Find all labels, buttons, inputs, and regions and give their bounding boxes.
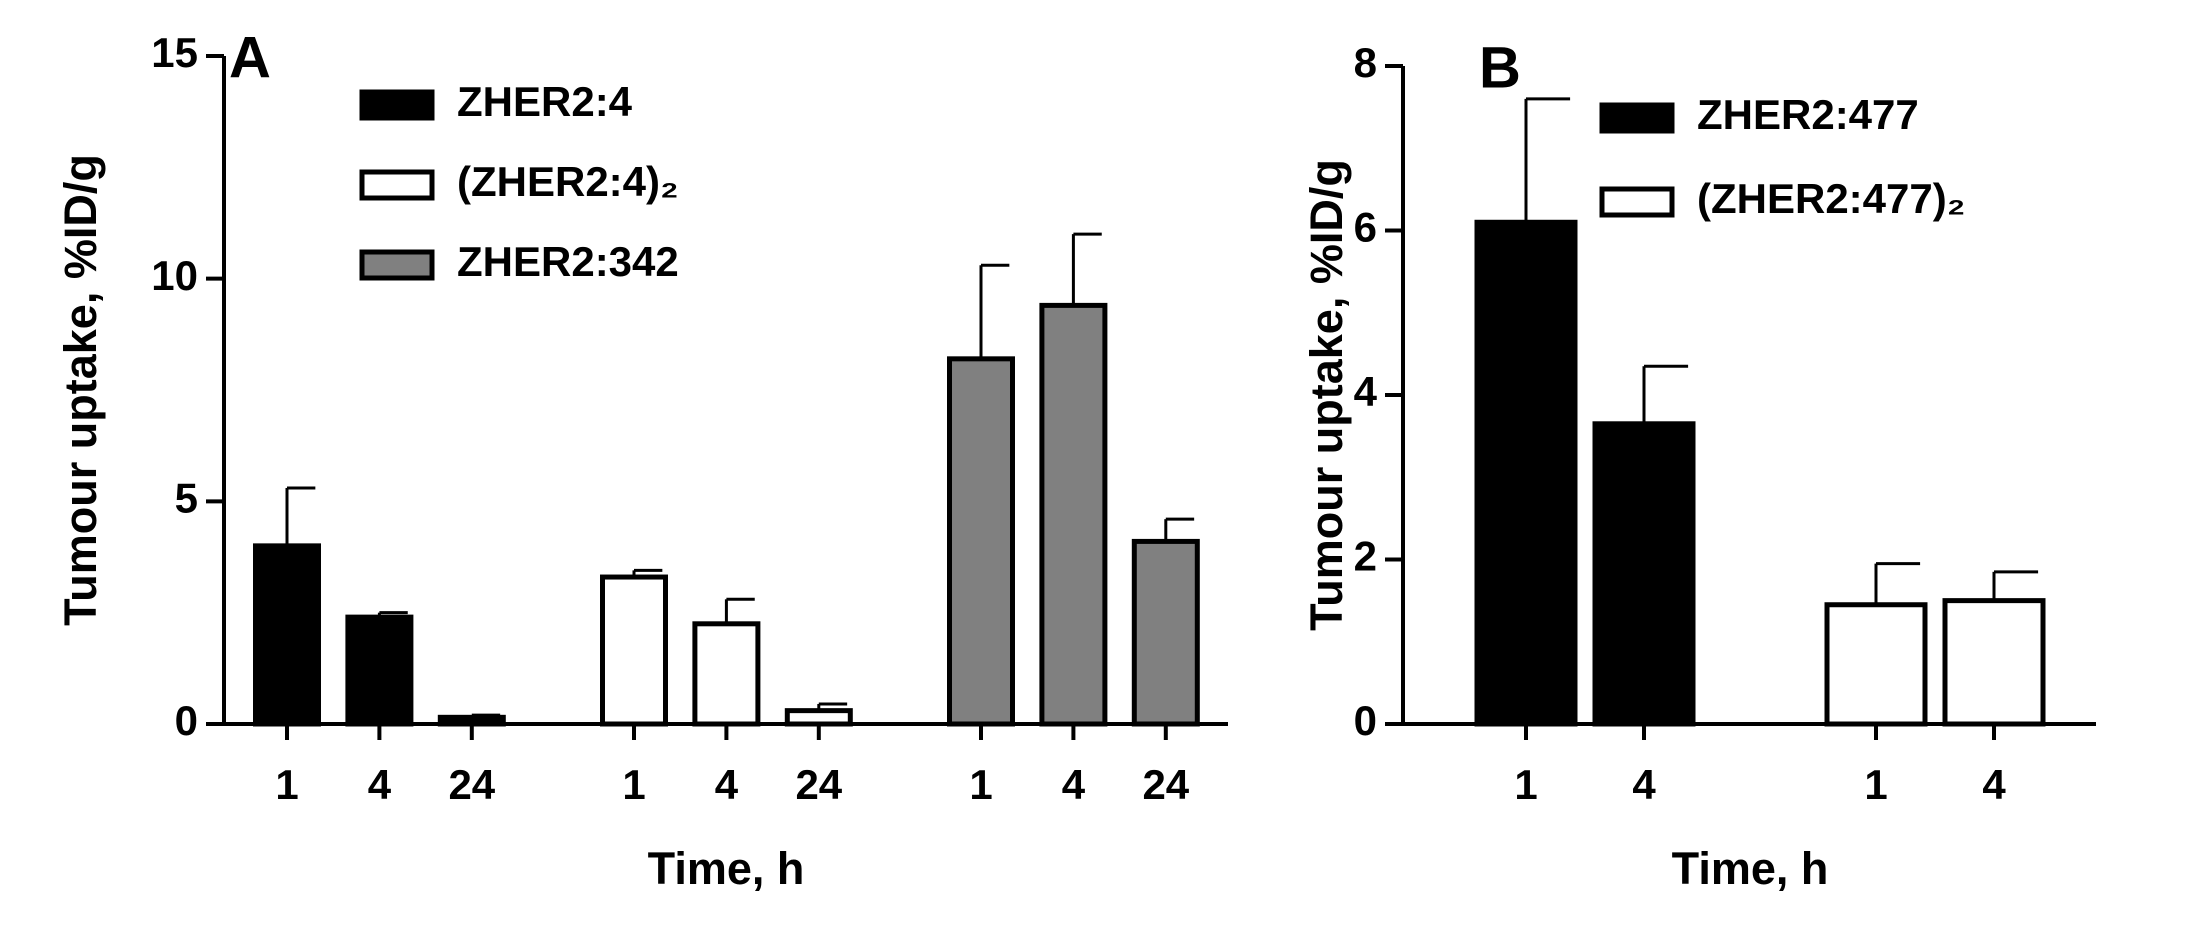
bar <box>692 621 761 727</box>
legend-label: ZHER2:342 <box>457 238 679 285</box>
y-tick-label: 0 <box>1354 697 1377 744</box>
legend-swatch <box>359 169 435 201</box>
y-tick-label: 6 <box>1354 204 1377 251</box>
x-tick-label: 4 <box>1632 761 1656 808</box>
panel: 0 2 4 6 8 B Time, h Tumour uptake, %ID/g ZHER2:4… <box>1301 35 2096 894</box>
legend-label: (ZHER2:477)₂ <box>1697 175 1965 222</box>
x-axis-title: Time, h <box>648 843 805 894</box>
legend-label: ZHER2:4 <box>457 78 633 125</box>
x-tick-label: 4 <box>1062 761 1086 808</box>
bar <box>1039 302 1108 727</box>
panel: 0 5 10 15 A Time, h Tumour uptake, %ID/g ZHER2:… <box>55 25 1228 894</box>
x-axis-title: Time, h <box>1672 843 1829 894</box>
legend-swatch <box>359 249 435 281</box>
y-tick-label: 2 <box>1354 533 1377 580</box>
panel-label: B <box>1479 35 1521 100</box>
bar <box>345 614 414 727</box>
legend-swatch <box>1599 102 1675 134</box>
x-tick-label: 4 <box>715 761 739 808</box>
bar <box>1474 219 1578 727</box>
panel-label: A <box>229 25 271 90</box>
x-tick-label: 1 <box>1864 761 1887 808</box>
y-tick-label: 5 <box>175 474 198 521</box>
y-axis-title: Tumour uptake, %ID/g <box>1301 159 1352 631</box>
bar <box>1824 602 1928 727</box>
legend-label: ZHER2:477 <box>1697 91 1919 138</box>
bar <box>600 574 668 727</box>
y-tick-label: 8 <box>1354 39 1377 86</box>
x-tick-label: 4 <box>368 761 392 808</box>
bar <box>1592 421 1696 727</box>
x-tick-label: 4 <box>1982 761 2006 808</box>
x-tick-label: 1 <box>969 761 992 808</box>
y-tick-label: 4 <box>1354 368 1378 415</box>
x-tick-label: 1 <box>622 761 645 808</box>
legend-swatch <box>1599 186 1675 218</box>
bar <box>947 356 1015 727</box>
legend-label: (ZHER2:4)₂ <box>457 158 679 205</box>
bar <box>784 708 853 727</box>
y-tick-label: 15 <box>151 29 198 76</box>
y-axis-title: Tumour uptake, %ID/g <box>55 154 106 626</box>
bar <box>1131 538 1200 727</box>
bar <box>253 543 321 727</box>
x-tick-label: 24 <box>448 761 495 808</box>
y-tick-label: 0 <box>175 697 198 744</box>
legend-swatch <box>359 89 435 121</box>
x-tick-label: 1 <box>275 761 298 808</box>
bar <box>437 714 506 727</box>
y-tick-label: 10 <box>151 252 198 299</box>
bar <box>1942 598 2046 727</box>
x-tick-label: 24 <box>795 761 842 808</box>
x-tick-label: 1 <box>1514 761 1537 808</box>
x-tick-label: 24 <box>1142 761 1189 808</box>
